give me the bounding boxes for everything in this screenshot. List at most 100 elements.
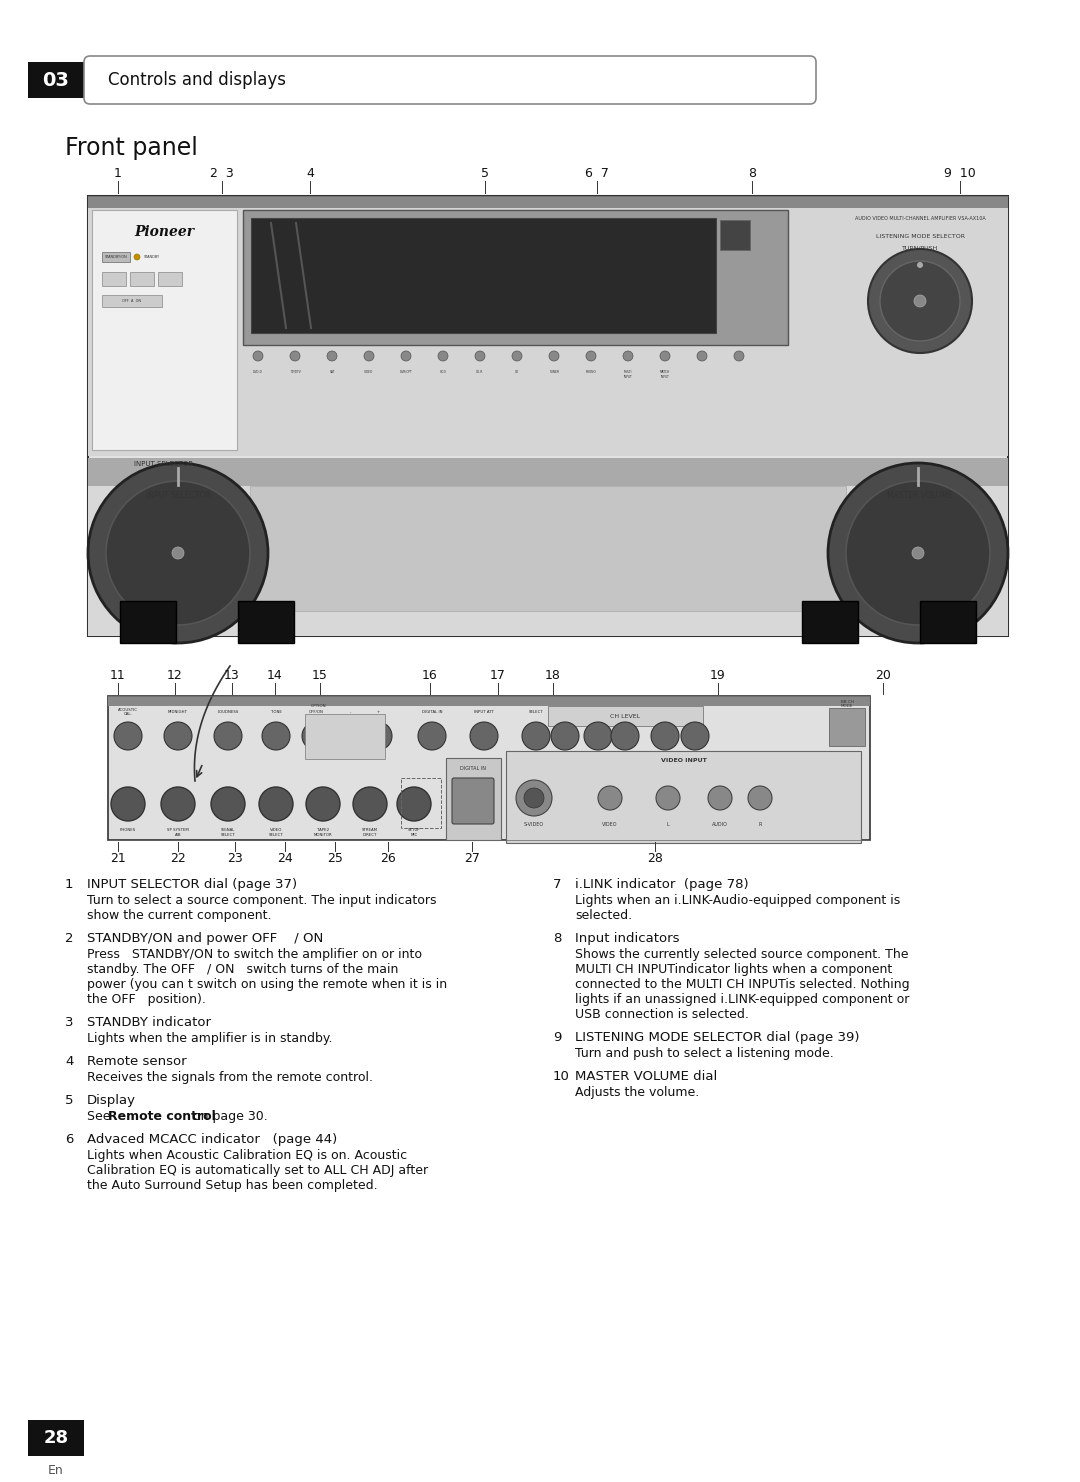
- Circle shape: [211, 787, 245, 821]
- Text: show the current component.: show the current component.: [87, 908, 271, 922]
- FancyBboxPatch shape: [920, 602, 976, 643]
- Circle shape: [549, 351, 559, 362]
- FancyBboxPatch shape: [108, 697, 870, 840]
- Text: 15: 15: [312, 668, 328, 682]
- Text: L: L: [666, 821, 670, 827]
- Text: TURN/PUSH: TURN/PUSH: [902, 246, 939, 250]
- FancyBboxPatch shape: [720, 219, 750, 250]
- FancyBboxPatch shape: [243, 210, 788, 345]
- Text: DVR/CPT: DVR/CPT: [400, 370, 413, 373]
- FancyBboxPatch shape: [120, 602, 176, 643]
- Circle shape: [598, 785, 622, 811]
- Text: i.LINK indicator  (page 78): i.LINK indicator (page 78): [575, 877, 748, 891]
- Circle shape: [353, 787, 387, 821]
- Text: Lights when the amplifier is in standby.: Lights when the amplifier is in standby.: [87, 1031, 333, 1045]
- Text: 16: 16: [422, 668, 437, 682]
- Text: -: -: [349, 710, 351, 714]
- Text: INPUT ATT: INPUT ATT: [474, 710, 494, 714]
- Circle shape: [656, 785, 680, 811]
- Text: 9  10: 9 10: [944, 167, 976, 179]
- Text: Pioneer: Pioneer: [134, 225, 194, 239]
- Circle shape: [611, 722, 639, 750]
- Circle shape: [418, 722, 446, 750]
- Circle shape: [259, 787, 293, 821]
- Circle shape: [868, 249, 972, 353]
- Text: CH LEVEL: CH LEVEL: [610, 713, 640, 719]
- Text: CD-R: CD-R: [476, 370, 484, 373]
- FancyBboxPatch shape: [829, 708, 865, 745]
- Text: SETUP
MIC: SETUP MIC: [407, 828, 420, 837]
- Text: OFF/ON: OFF/ON: [309, 710, 323, 714]
- Circle shape: [262, 722, 291, 750]
- Circle shape: [551, 722, 579, 750]
- Text: Advaced MCACC indicator   (page 44): Advaced MCACC indicator (page 44): [87, 1134, 337, 1146]
- Circle shape: [291, 351, 300, 362]
- Text: 13: 13: [225, 668, 240, 682]
- Circle shape: [912, 547, 924, 559]
- FancyBboxPatch shape: [802, 602, 858, 643]
- Text: BB CH
MODE: BB CH MODE: [840, 700, 853, 708]
- Text: ACOUSTIC
CAL.: ACOUSTIC CAL.: [118, 708, 138, 716]
- Text: LISTENING MODE SELECTOR: LISTENING MODE SELECTOR: [876, 234, 964, 239]
- Text: power (you can t switch on using the remote when it is in: power (you can t switch on using the rem…: [87, 978, 447, 991]
- Text: 23: 23: [227, 852, 243, 865]
- Circle shape: [586, 351, 596, 362]
- Circle shape: [697, 351, 707, 362]
- FancyBboxPatch shape: [28, 1420, 84, 1455]
- Circle shape: [134, 253, 140, 259]
- FancyBboxPatch shape: [84, 56, 816, 104]
- Text: DVD-D: DVD-D: [253, 370, 262, 373]
- Text: AUDIO VIDEO MULTI-CHANNEL AMPLIFIER VSA-AX10A: AUDIO VIDEO MULTI-CHANNEL AMPLIFIER VSA-…: [854, 215, 985, 221]
- Circle shape: [364, 351, 374, 362]
- FancyBboxPatch shape: [92, 210, 237, 451]
- Text: MULTI CH INPUTindicator lights when a component: MULTI CH INPUTindicator lights when a co…: [575, 963, 892, 977]
- Text: selected.: selected.: [575, 908, 632, 922]
- Text: MASTER VOLUME dial: MASTER VOLUME dial: [575, 1070, 717, 1083]
- Circle shape: [470, 722, 498, 750]
- Circle shape: [364, 722, 392, 750]
- Text: See: See: [87, 1110, 114, 1123]
- Text: Receives the signals from the remote control.: Receives the signals from the remote con…: [87, 1071, 373, 1083]
- Text: Lights when an i.LINK-Audio-equipped component is: Lights when an i.LINK-Audio-equipped com…: [575, 894, 901, 907]
- Text: 8: 8: [553, 932, 562, 946]
- Text: 18: 18: [545, 668, 561, 682]
- Text: STANDBY/ON: STANDBY/ON: [105, 255, 127, 259]
- Circle shape: [397, 787, 431, 821]
- FancyBboxPatch shape: [28, 62, 84, 98]
- Text: SP SYSTEM
A/B: SP SYSTEM A/B: [167, 828, 189, 837]
- Text: TONE: TONE: [271, 710, 282, 714]
- Text: TAPE2
MONITOR: TAPE2 MONITOR: [313, 828, 333, 837]
- Circle shape: [336, 722, 364, 750]
- Circle shape: [914, 295, 926, 307]
- Text: 21: 21: [110, 852, 126, 865]
- Text: 2  3: 2 3: [211, 167, 234, 179]
- Text: 14: 14: [267, 668, 283, 682]
- Circle shape: [584, 722, 612, 750]
- Circle shape: [748, 785, 772, 811]
- Text: 11: 11: [110, 668, 126, 682]
- Text: SELECT: SELECT: [528, 710, 543, 714]
- Circle shape: [512, 351, 522, 362]
- FancyBboxPatch shape: [446, 757, 501, 840]
- Text: 03: 03: [42, 71, 69, 89]
- Circle shape: [106, 482, 249, 625]
- Text: INPUT SELECTOR dial (page 37): INPUT SELECTOR dial (page 37): [87, 877, 297, 891]
- Text: STANDBY indicator: STANDBY indicator: [87, 1017, 211, 1029]
- Circle shape: [660, 351, 670, 362]
- Text: Remote control: Remote control: [108, 1110, 216, 1123]
- Text: R: R: [758, 821, 761, 827]
- Text: 12: 12: [167, 668, 183, 682]
- Circle shape: [623, 351, 633, 362]
- FancyBboxPatch shape: [251, 218, 716, 333]
- Text: Controls and displays: Controls and displays: [108, 71, 286, 89]
- FancyBboxPatch shape: [548, 705, 703, 726]
- Text: the OFF   position).: the OFF position).: [87, 993, 206, 1006]
- Circle shape: [681, 722, 708, 750]
- Text: S-VIDEO: S-VIDEO: [524, 821, 544, 827]
- FancyBboxPatch shape: [158, 273, 183, 286]
- Circle shape: [253, 351, 264, 362]
- Text: SAT: SAT: [329, 370, 335, 373]
- Text: 27: 27: [464, 852, 480, 865]
- FancyBboxPatch shape: [87, 196, 1008, 207]
- Text: 5: 5: [481, 167, 489, 179]
